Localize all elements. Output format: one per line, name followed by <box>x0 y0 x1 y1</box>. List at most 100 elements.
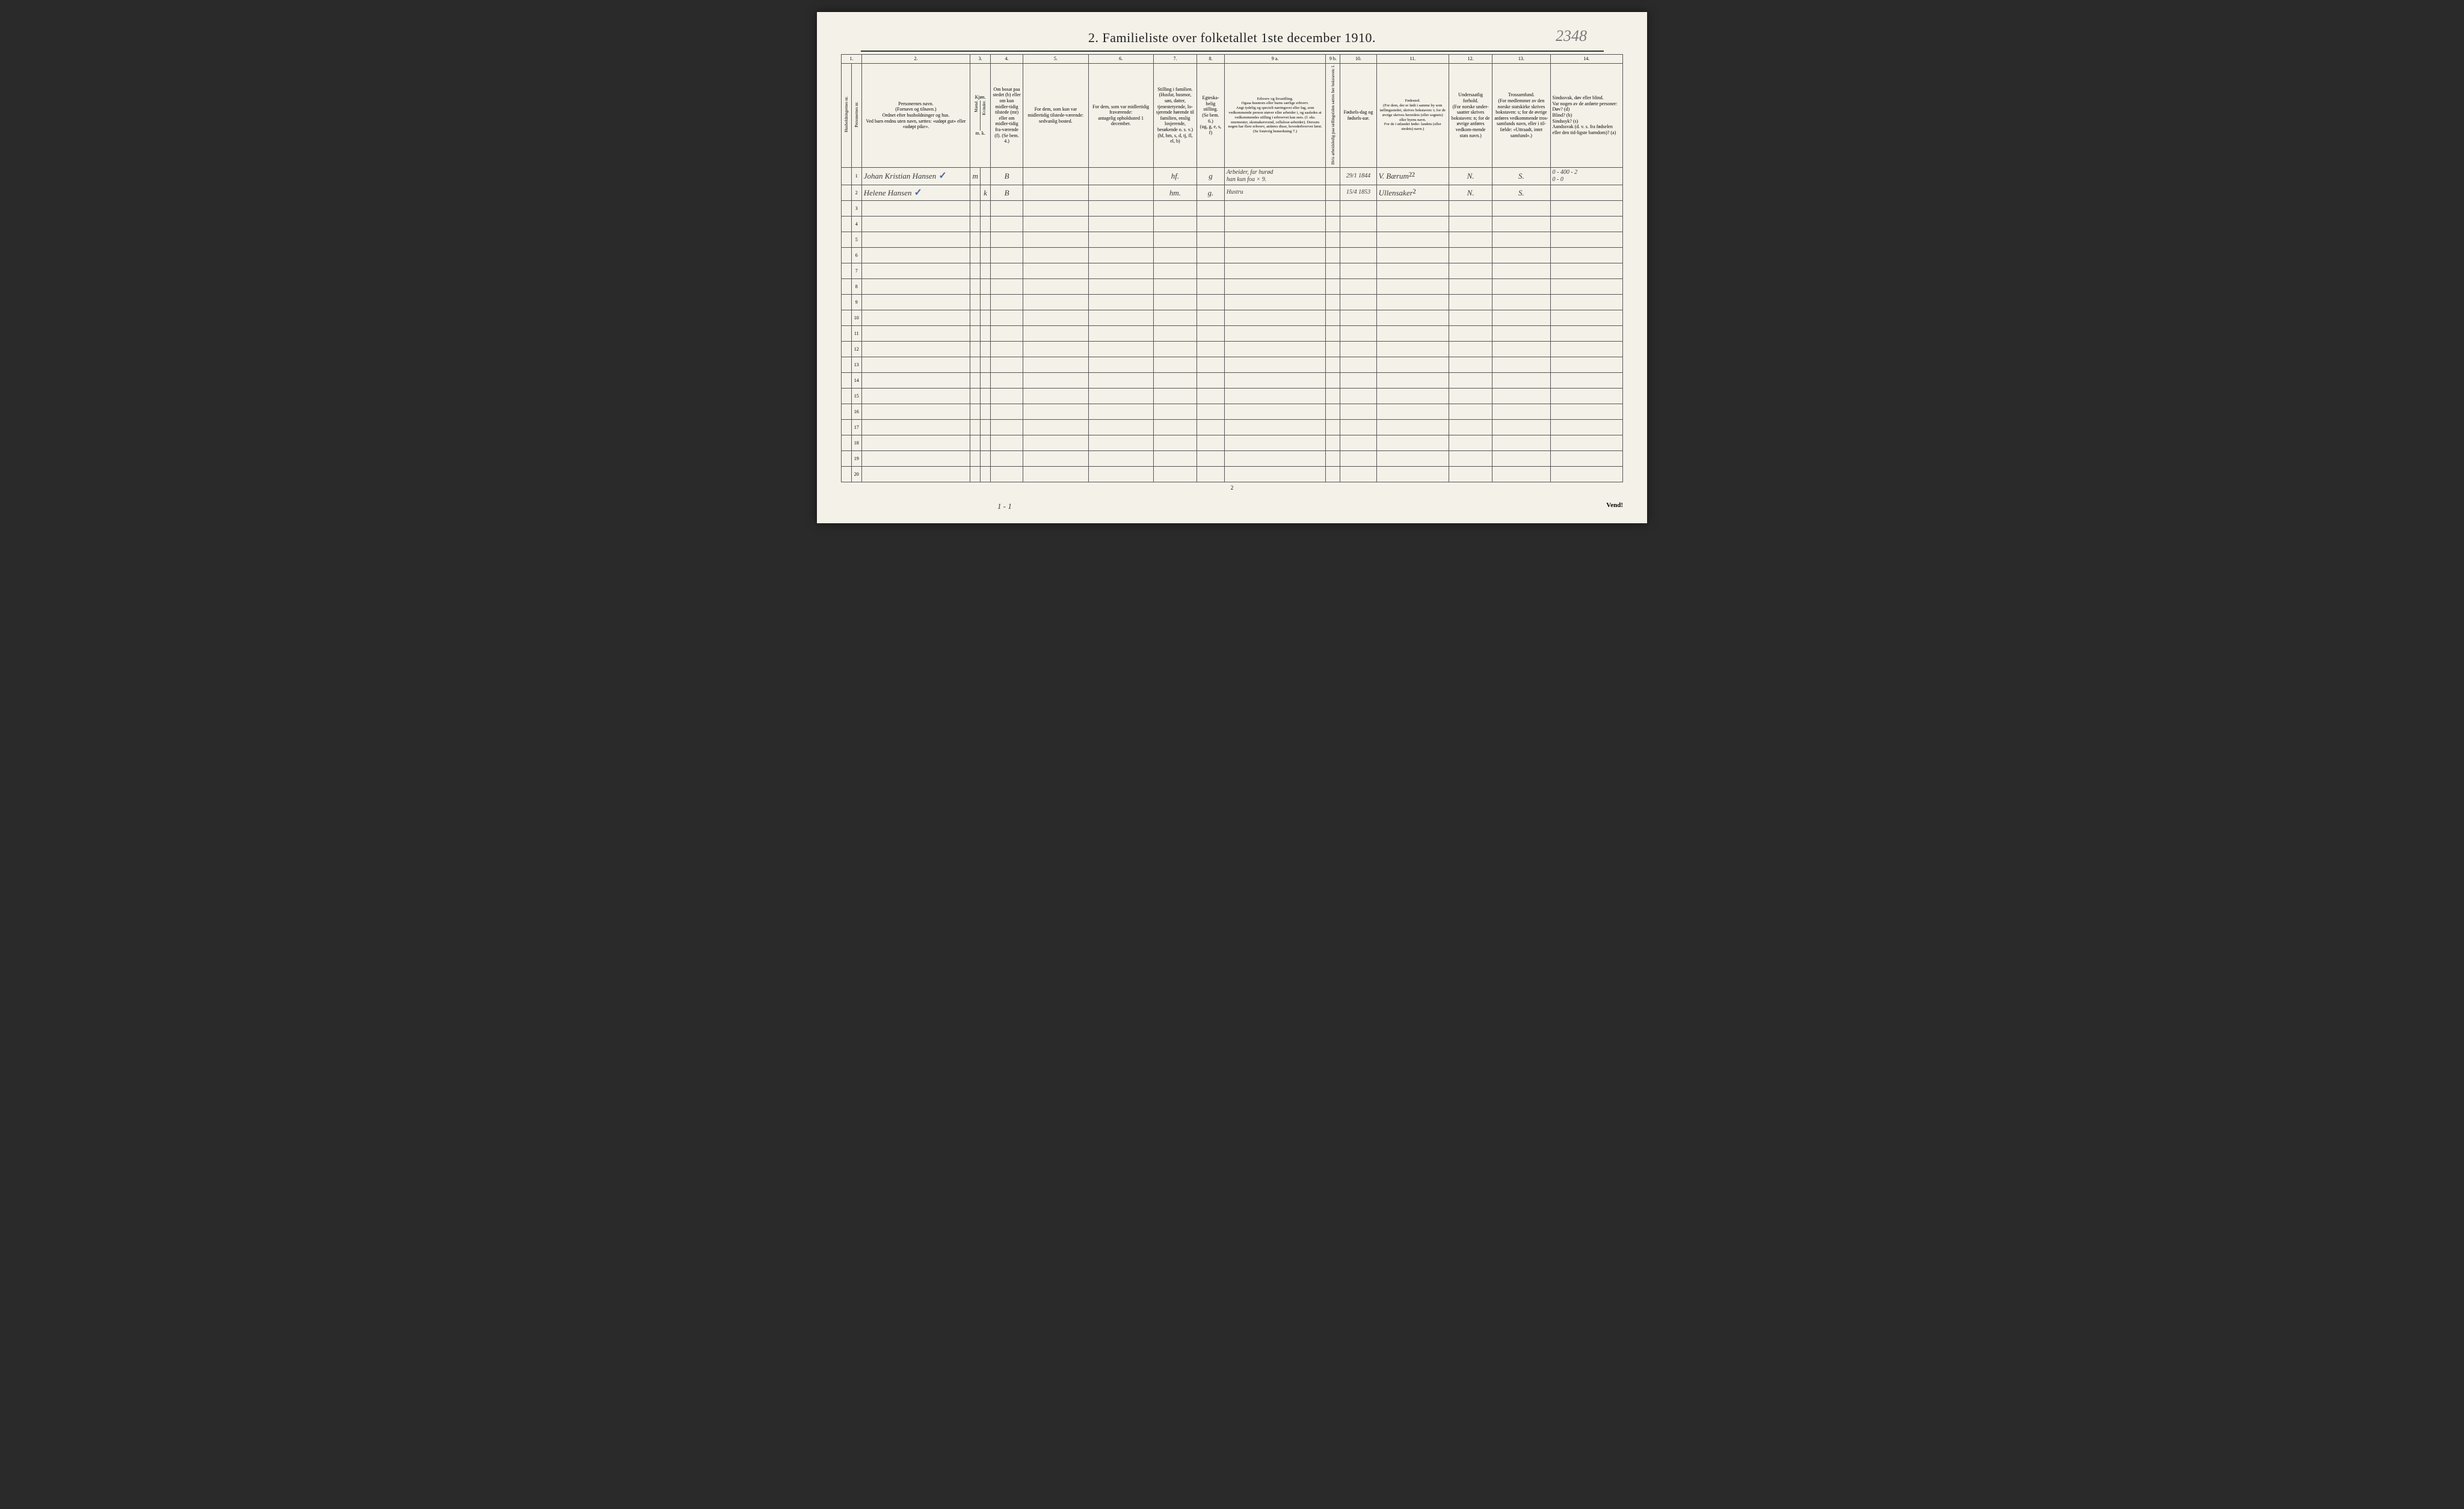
title-row: 2. Familieliste over folketallet 1ste de… <box>841 30 1623 46</box>
table-body: 1Johan Kristian Hansen ✓mBhf.gArbeider, … <box>842 167 1623 482</box>
table-header: 1. 2. 3. 4. 5. 6. 7. 8. 9 a. 9 b. 10. 11… <box>842 55 1623 168</box>
cell-sex-k <box>981 294 991 310</box>
cell-c5 <box>1023 247 1088 263</box>
cell-sex-k <box>981 466 991 482</box>
cell-c12 <box>1449 310 1492 325</box>
cell-household-nr <box>842 185 852 200</box>
cell-c9b <box>1326 263 1340 278</box>
cell-household-nr <box>842 450 852 466</box>
colnum-4: 4. <box>990 55 1023 64</box>
cell-c5 <box>1023 185 1088 200</box>
cell-c8 <box>1197 466 1225 482</box>
hdr-c12: Undersaatlig forhold. (For norske under-… <box>1449 63 1492 167</box>
cell-name <box>861 325 970 341</box>
cell-c14: 0 - 400 - 2 0 - 0 <box>1550 167 1622 185</box>
cell-c9a <box>1224 325 1326 341</box>
cell-c9b <box>1326 388 1340 404</box>
cell-c13 <box>1492 278 1550 294</box>
cell-c9a <box>1224 200 1326 216</box>
cell-name <box>861 388 970 404</box>
cell-bosat <box>990 325 1023 341</box>
cell-sex-k <box>981 278 991 294</box>
hdr-c10: Fødsels-dag og fødsels-aar. <box>1340 63 1376 167</box>
cell-c12 <box>1449 232 1492 247</box>
cell-sex-k <box>981 388 991 404</box>
cell-c7 <box>1153 263 1197 278</box>
cell-household-nr <box>842 216 852 232</box>
cell-c7 <box>1153 388 1197 404</box>
table-row: 10 <box>842 310 1623 325</box>
cell-person-nr: 19 <box>851 450 861 466</box>
cell-c13 <box>1492 310 1550 325</box>
cell-sex-k <box>981 216 991 232</box>
cell-c5 <box>1023 216 1088 232</box>
cell-c13 <box>1492 216 1550 232</box>
cell-c5 <box>1023 357 1088 372</box>
cell-bosat <box>990 450 1023 466</box>
cell-c13 <box>1492 247 1550 263</box>
hdr-c1a: Husholdningernes nr. <box>842 63 852 167</box>
cell-bosat <box>990 263 1023 278</box>
cell-c8: g. <box>1197 185 1225 200</box>
cell-c9b <box>1326 404 1340 419</box>
cell-c13 <box>1492 341 1550 357</box>
cell-c6 <box>1088 357 1153 372</box>
cell-c14 <box>1550 357 1622 372</box>
cell-bosat <box>990 404 1023 419</box>
cell-person-nr: 17 <box>851 419 861 435</box>
cell-c9b <box>1326 310 1340 325</box>
cell-sex-k <box>981 247 991 263</box>
cell-c7 <box>1153 341 1197 357</box>
cell-c9a: Hustru <box>1224 185 1326 200</box>
cell-c7 <box>1153 372 1197 388</box>
cell-sex-m <box>970 435 981 450</box>
cell-c7 <box>1153 310 1197 325</box>
cell-c10 <box>1340 216 1376 232</box>
cell-c11 <box>1376 341 1449 357</box>
cell-c12 <box>1449 247 1492 263</box>
cell-c10 <box>1340 310 1376 325</box>
cell-c7 <box>1153 200 1197 216</box>
cell-household-nr <box>842 341 852 357</box>
cell-c10 <box>1340 325 1376 341</box>
cell-c14 <box>1550 247 1622 263</box>
cell-c9b <box>1326 466 1340 482</box>
cell-household-nr <box>842 167 852 185</box>
cell-name <box>861 404 970 419</box>
cell-c7 <box>1153 450 1197 466</box>
cell-household-nr <box>842 200 852 216</box>
cell-c9b <box>1326 372 1340 388</box>
cell-c9a <box>1224 341 1326 357</box>
cell-bosat <box>990 341 1023 357</box>
cell-c6 <box>1088 185 1153 200</box>
colnum-7: 7. <box>1153 55 1197 64</box>
cell-c13 <box>1492 200 1550 216</box>
cell-sex-m <box>970 216 981 232</box>
cell-person-nr: 6 <box>851 247 861 263</box>
cell-c10 <box>1340 450 1376 466</box>
table-row: 11 <box>842 325 1623 341</box>
cell-c10 <box>1340 435 1376 450</box>
cell-c13 <box>1492 388 1550 404</box>
cell-bosat <box>990 247 1023 263</box>
cell-bosat <box>990 435 1023 450</box>
cell-c10 <box>1340 278 1376 294</box>
cell-household-nr <box>842 435 852 450</box>
cell-person-nr: 2 <box>851 185 861 200</box>
cell-c9a <box>1224 216 1326 232</box>
cell-bosat <box>990 310 1023 325</box>
cell-c13: S. <box>1492 185 1550 200</box>
cell-person-nr: 8 <box>851 278 861 294</box>
cell-sex-m <box>970 419 981 435</box>
cell-c5 <box>1023 419 1088 435</box>
cell-c11 <box>1376 466 1449 482</box>
hdr-c2: Personernes navn. (Fornavn og tilnavn.) … <box>861 63 970 167</box>
cell-household-nr <box>842 419 852 435</box>
cell-c12 <box>1449 404 1492 419</box>
checkmark-icon: ✓ <box>936 171 946 181</box>
cell-c9a <box>1224 357 1326 372</box>
cell-c6 <box>1088 419 1153 435</box>
cell-c11 <box>1376 200 1449 216</box>
cell-c9b <box>1326 216 1340 232</box>
cell-name <box>861 200 970 216</box>
